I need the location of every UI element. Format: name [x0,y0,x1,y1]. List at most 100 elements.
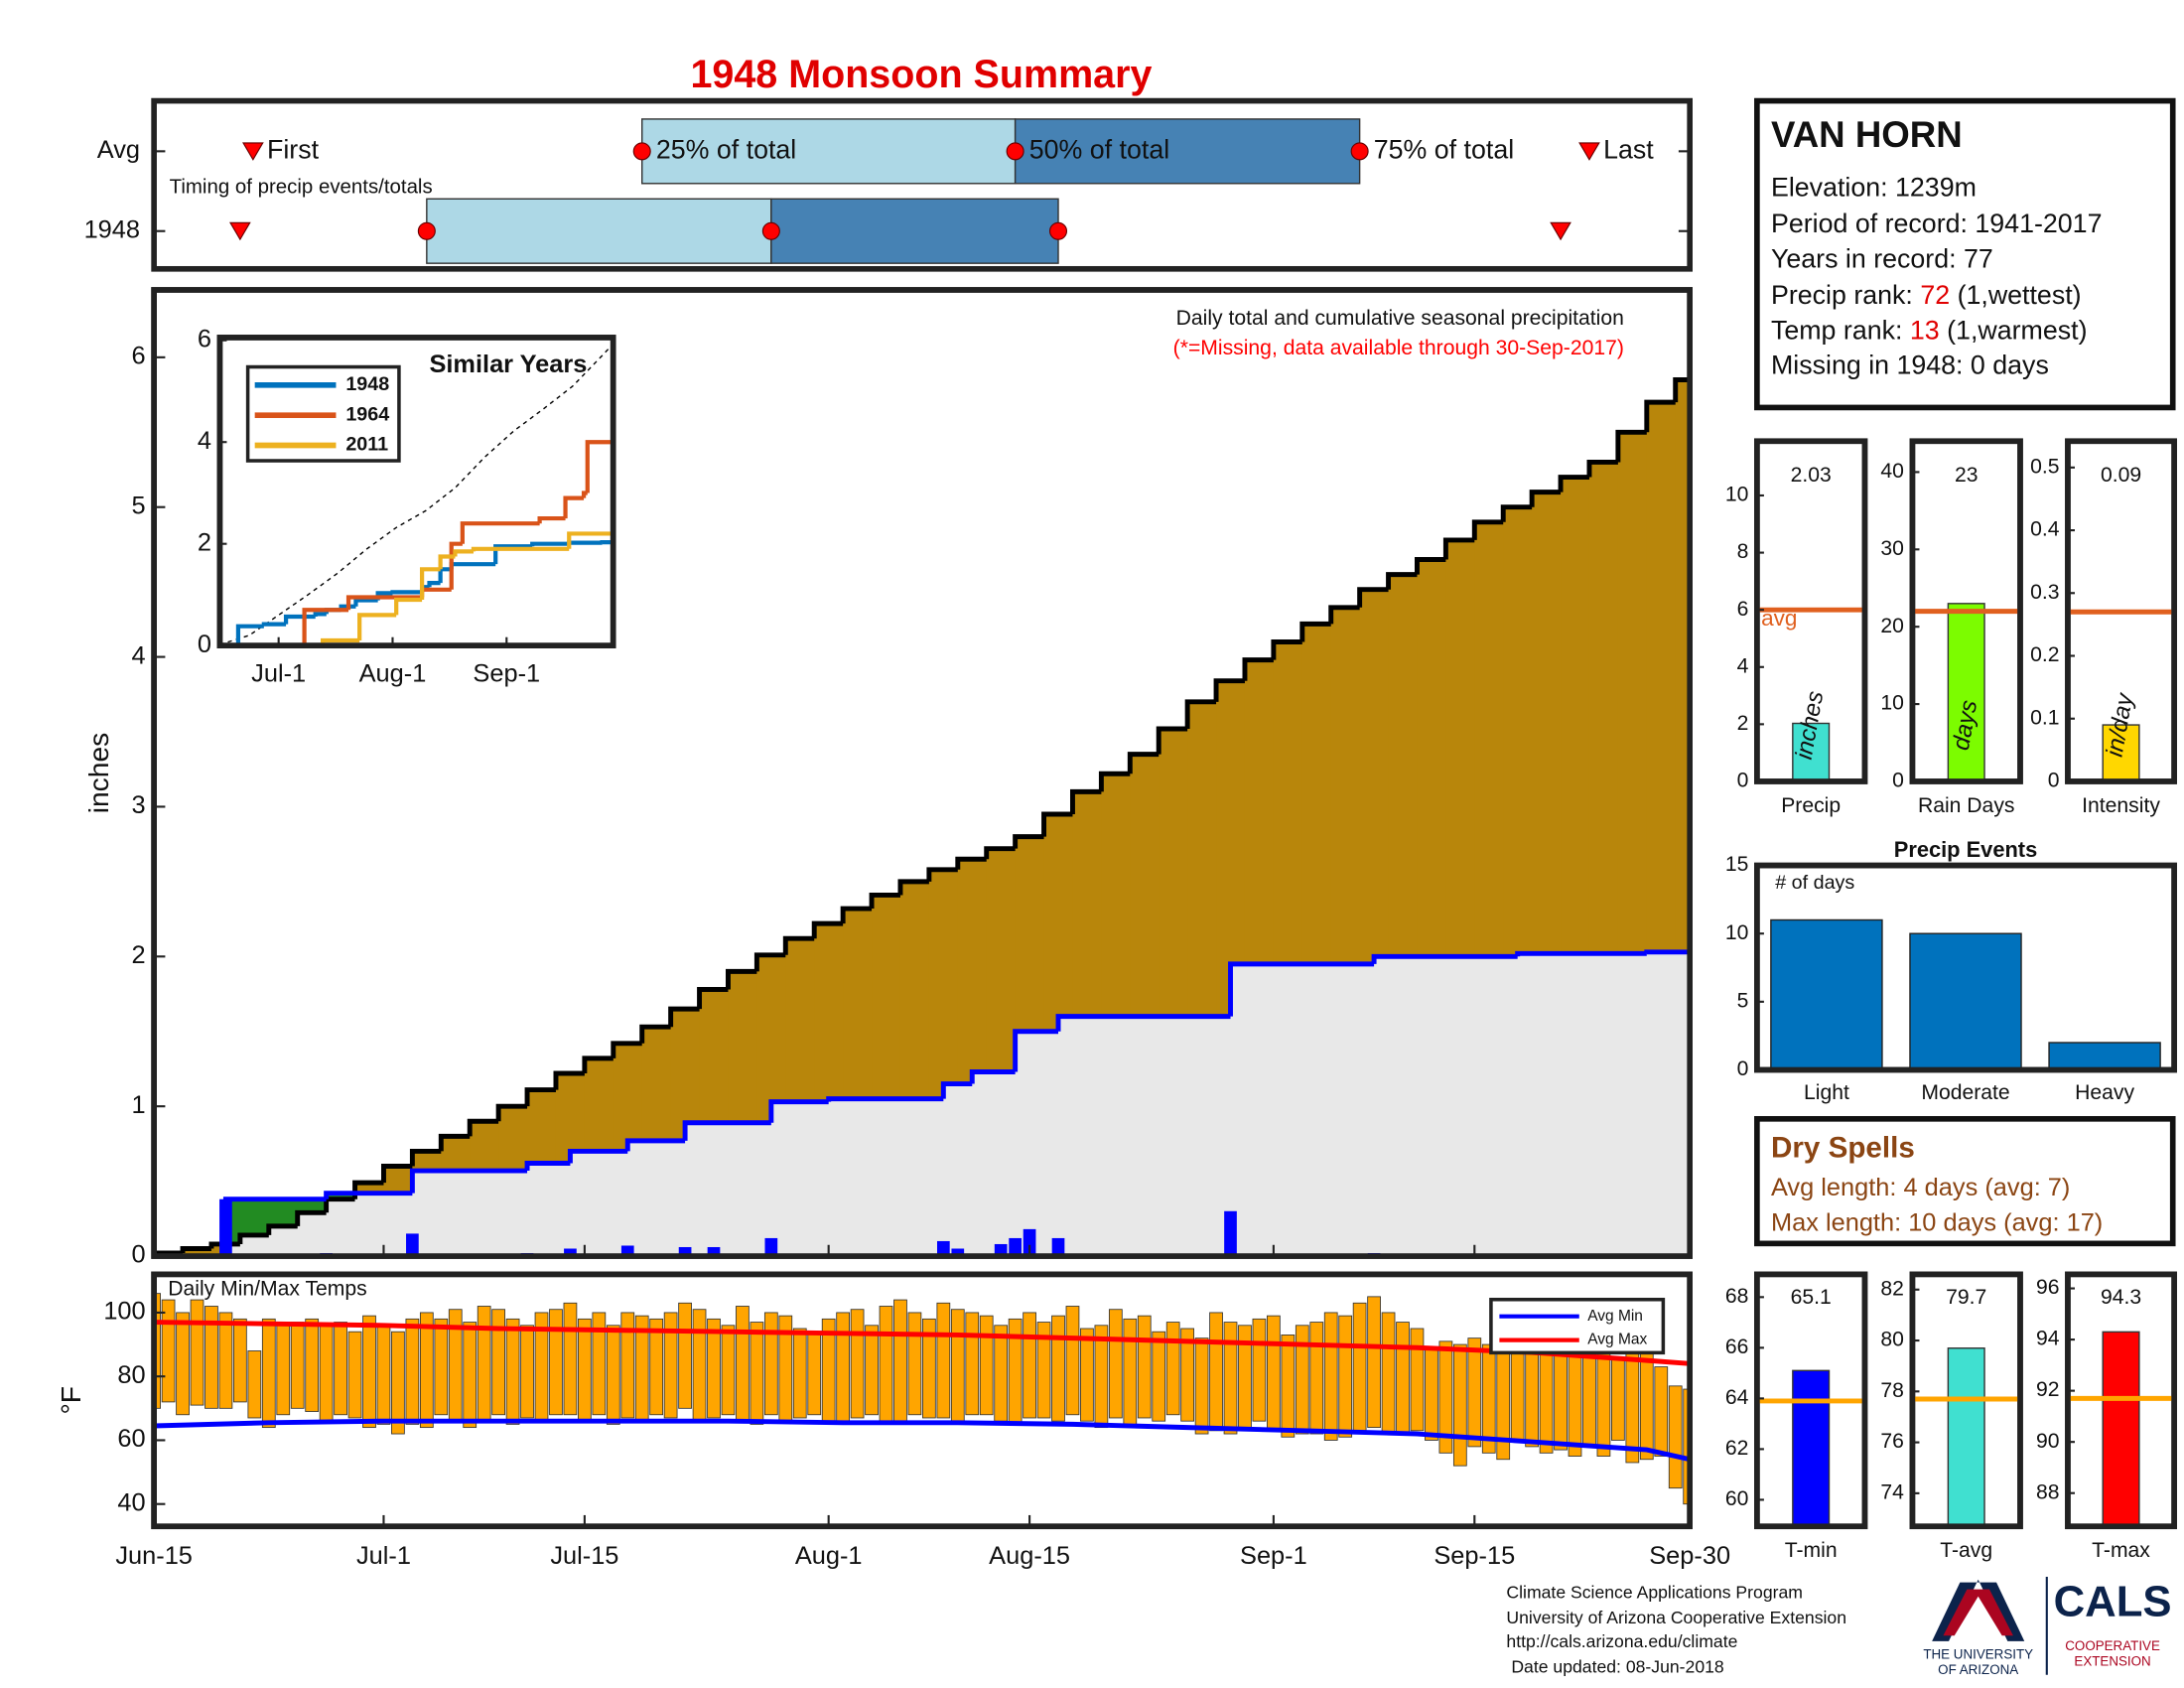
value-label: 2.03 [1791,464,1832,487]
y-tick-label: 60 [117,1425,145,1453]
daily-bar [936,1240,950,1257]
series-step [357,613,397,641]
dry-spells-max: Max length: 10 days (avg: 17) [1771,1208,2103,1236]
daily-bar [620,1245,634,1257]
observed-step [624,1138,686,1152]
cals-logo: CALS [2054,1578,2172,1626]
cals-logo-text: EXTENSION [2074,1654,2150,1669]
observed-area [412,1171,528,1257]
temp-range-bar [750,1322,764,1425]
series-step [471,546,570,552]
plot-border [1754,1271,1868,1530]
temp-range-bar [1108,1309,1123,1419]
average-step [1615,429,1647,463]
row-label: 1948 [84,215,140,243]
plot-area [154,1293,1691,1505]
y-tick-label: 64 [1725,1386,1749,1409]
y-tick-label: 5 [1737,989,1749,1012]
observed-step [1515,950,1647,957]
y-tick-label: 80 [117,1361,145,1389]
average-step [926,867,958,882]
average-step [553,1070,585,1090]
observed-area [770,1101,830,1257]
category-label: T-min [1785,1539,1838,1562]
row-label: Avg [97,136,140,164]
series-step [438,554,456,570]
observed-step [826,1096,944,1102]
legend-box [1489,1297,1666,1355]
average-step [1673,377,1691,403]
y-tick-label: 0.5 [2030,455,2059,478]
chart-title: Precip Events [1894,837,2037,862]
y-tick-label: 62 [1725,1437,1749,1460]
daily-bar [1023,1228,1036,1257]
temp-range-bar [893,1299,907,1425]
total-marker [1006,142,1024,161]
station-years: Years in record: 77 [1771,243,1993,273]
y-tick-label: 66 [1725,1336,1749,1358]
average-step [1500,504,1533,522]
series-step [419,567,441,601]
series-step [353,598,378,607]
temp-range-bar [1123,1318,1138,1425]
temp-range-bar [936,1302,951,1419]
ua-logo-inner [1943,1589,2013,1636]
page-title: 1948 Monsoon Summary [690,53,1152,96]
y-tick-label: 40 [1880,460,1904,483]
category-label: Precip [1781,794,1841,817]
observed-area [943,1083,974,1257]
legend-label: 2011 [345,434,388,456]
y-tick-label: 2 [1737,712,1749,735]
temp-range-bar [405,1318,420,1425]
precip-rank-label: Precip rank: [1771,280,1913,310]
average-step [1242,657,1274,681]
x-tick-label: Jul-1 [251,659,306,687]
legend-label: Avg Max [1587,1332,1647,1348]
average-step [1357,587,1389,608]
y-tick-label: 0 [1737,1057,1749,1080]
temp-range-bar [334,1322,347,1416]
average-step [1586,459,1618,478]
average-step [1041,811,1073,837]
observed-area [570,1151,629,1257]
temp-range-bar [233,1318,247,1403]
x-tick-label: Aug-1 [795,1542,863,1570]
temp-range-bar [347,1331,362,1419]
category-label: Rain Days [1918,794,2015,817]
station-name: VAN HORN [1771,114,1963,155]
x-tick-label: Aug-15 [989,1542,1070,1570]
temp-range-bar [721,1325,736,1416]
series-step [530,541,570,547]
y-tick-label: 5 [132,492,146,519]
y-tick-label: 60 [1725,1487,1749,1510]
daily-bar [951,1248,965,1257]
daily-bar [707,1246,721,1257]
y-tick-label: 10 [1880,692,1904,715]
y-tick-label: 82 [1880,1277,1904,1300]
daily-bar [564,1248,577,1257]
temp-rank-label: Temp rank: [1771,315,1902,345]
plot-border [1909,1271,2023,1530]
temp-range-bar [563,1302,578,1416]
temp-range-bar [477,1306,491,1422]
observed-step [1013,1029,1059,1072]
temp-range-bar [865,1325,879,1416]
temp-range-bar [1267,1315,1281,1432]
average-step [697,987,729,1010]
series-step [585,440,614,493]
series-step [567,540,603,545]
bar [1792,1369,1831,1527]
daily-bar [678,1246,692,1257]
temp-range-bar [1425,1346,1438,1441]
y-tick-label: 0 [1737,770,1749,792]
y-tick-label: 0 [132,1241,146,1269]
observed-step [324,1191,413,1199]
average-step [869,892,900,910]
temp-range-bar [692,1309,707,1422]
series-step [345,595,423,611]
observed-area [1517,953,1648,1257]
value-label: 65.1 [1791,1286,1832,1309]
temp-range-bar [1137,1315,1152,1419]
value-label: 23 [1955,464,1979,487]
